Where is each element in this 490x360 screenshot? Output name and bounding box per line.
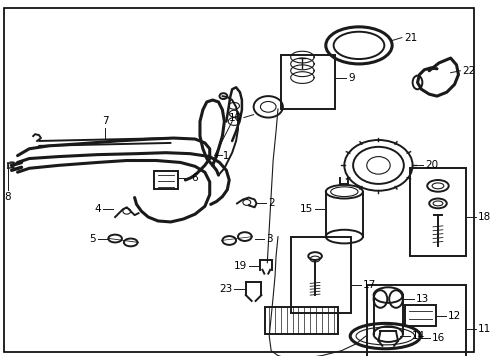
Text: 11: 11	[478, 324, 490, 334]
Text: 6: 6	[191, 173, 198, 183]
Text: 5: 5	[89, 234, 96, 243]
Text: 16: 16	[432, 333, 445, 343]
Text: 9: 9	[348, 73, 355, 82]
Text: 7: 7	[102, 116, 109, 126]
Text: 20: 20	[425, 160, 439, 170]
Bar	[405, 305, 436, 326]
Ellipse shape	[413, 76, 422, 89]
Bar	[410, 168, 466, 256]
Bar	[154, 171, 177, 189]
Text: 23: 23	[219, 284, 232, 294]
Bar	[265, 307, 339, 334]
Ellipse shape	[220, 93, 227, 99]
Text: 19: 19	[234, 261, 247, 271]
Text: 18: 18	[478, 212, 490, 222]
Text: 14: 14	[412, 331, 425, 341]
Text: 12: 12	[448, 311, 461, 321]
Text: 22: 22	[463, 66, 476, 76]
Text: 15: 15	[300, 204, 313, 214]
Text: 8: 8	[4, 192, 11, 202]
Text: 21: 21	[404, 33, 417, 42]
Text: 2: 2	[268, 198, 275, 208]
Bar	[367, 285, 466, 360]
Text: 10: 10	[229, 113, 242, 122]
Bar	[281, 55, 335, 109]
Text: 4: 4	[95, 204, 101, 214]
Text: ←1: ←1	[215, 150, 230, 161]
Bar	[291, 237, 351, 313]
Text: 3: 3	[266, 234, 273, 243]
Text: 13: 13	[416, 294, 429, 304]
Text: 17: 17	[363, 280, 376, 291]
